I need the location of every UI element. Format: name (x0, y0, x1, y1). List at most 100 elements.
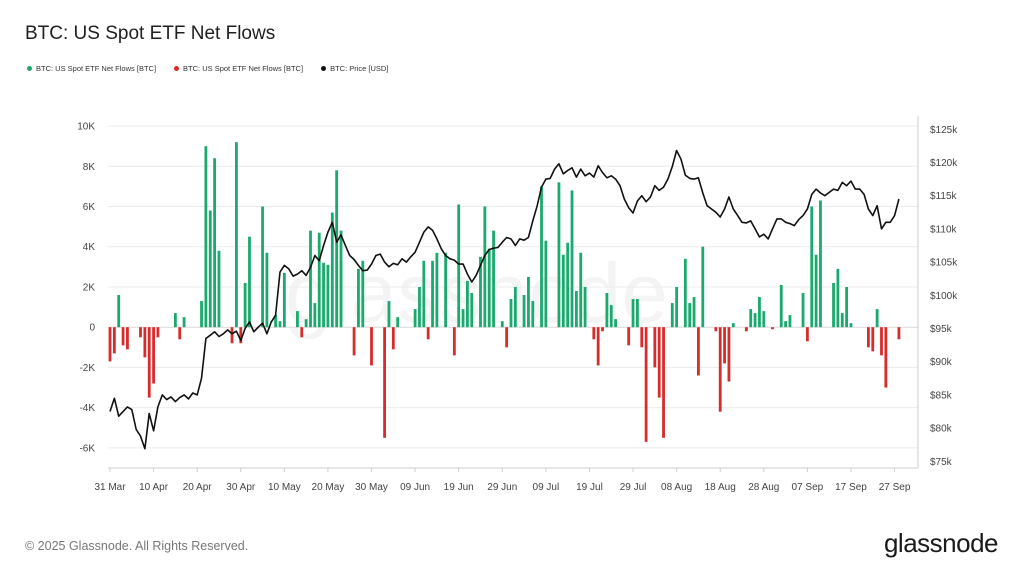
legend-swatch-outflow (174, 66, 180, 71)
x-tick-label: 18 Aug (705, 482, 736, 493)
outflow-bar (139, 327, 142, 338)
inflow-bar (832, 282, 835, 328)
inflow-bar (814, 254, 818, 328)
flow-bars (108, 142, 901, 442)
inflow-bar (731, 323, 735, 328)
x-tick-label: 29 Jun (487, 482, 517, 493)
x-tick-label: 10 Apr (139, 482, 169, 493)
y-right-tick-label: $105k (930, 258, 958, 269)
outflow-bar (697, 327, 700, 376)
inflow-bar (422, 260, 426, 328)
y-left-tick-label: -4K (79, 403, 95, 414)
inflow-bar (304, 319, 308, 328)
outflow-bar (383, 327, 386, 438)
inflow-bar (483, 206, 487, 328)
inflow-bar (570, 190, 574, 328)
legend-label-price: BTC: Price [USD] (330, 64, 389, 73)
x-tick-label: 09 Jun (400, 482, 430, 493)
y-left-tick-label: -6K (79, 443, 95, 454)
legend-swatch-price (321, 66, 327, 71)
inflow-bar (361, 260, 365, 328)
outflow-bar (156, 327, 160, 338)
outflow-bar (805, 327, 809, 342)
y-right-tick-label: $125k (930, 125, 958, 136)
legend-item-inflow[interactable]: BTC: US Spot ETF Net Flows [BTC] (27, 64, 156, 73)
outflow-bar (147, 327, 151, 398)
outflow-bar (657, 327, 661, 398)
x-tick-label: 28 Aug (748, 482, 779, 493)
inflow-bar (758, 297, 761, 328)
inflow-bar (387, 301, 391, 328)
inflow-bar (701, 246, 705, 328)
price-line-group (109, 149, 900, 450)
inflow-bar (470, 293, 474, 328)
inflow-bar (579, 252, 583, 328)
outflow-bar (178, 327, 182, 340)
inflow-bar (849, 323, 853, 328)
legend-label-inflow: BTC: US Spot ETF Net Flows [BTC] (36, 64, 157, 73)
legend-item-price[interactable]: BTC: Price [USD] (321, 64, 388, 73)
x-tick-label: 29 Jul (620, 482, 647, 493)
x-tick-label: 19 Jun (444, 482, 474, 493)
inflow-bar (631, 299, 635, 328)
x-tick-label: 20 Apr (183, 482, 213, 493)
y-left-tick-label: 2K (83, 282, 96, 293)
inflow-bar (339, 230, 343, 328)
inflow-bar (326, 264, 330, 328)
inflow-bar (313, 303, 317, 328)
inflow-bar (182, 317, 186, 328)
inflow-bar (492, 230, 495, 328)
inflow-bar (248, 236, 251, 328)
inflow-bar (509, 299, 513, 328)
outflow-bar (727, 327, 731, 382)
inflow-bar (683, 258, 687, 328)
inflow-bar (636, 299, 639, 328)
inflow-bar (692, 297, 696, 328)
inflow-bar (357, 268, 360, 328)
inflow-bar (513, 286, 517, 328)
x-tick-label: 10 May (268, 482, 301, 493)
outflow-bar (640, 327, 644, 348)
legend-item-outflow[interactable]: BTC: US Spot ETF Net Flows [BTC] (174, 64, 303, 73)
inflow-bar (819, 200, 822, 328)
outflow-bar (300, 327, 304, 338)
x-tick-label: 30 May (355, 482, 388, 493)
inflow-bar (200, 301, 203, 328)
inflow-bar (566, 242, 570, 328)
outflow-bar (880, 327, 883, 356)
outflow-bar (239, 327, 243, 344)
outflow-bar (723, 327, 726, 364)
inflow-bar (282, 272, 286, 328)
axes (108, 116, 919, 472)
outflow-bar (596, 327, 600, 366)
inflow-bar (614, 319, 618, 328)
inflow-bar (561, 254, 565, 328)
y-right-tick-label: $100k (930, 291, 958, 302)
inflow-bar (544, 240, 548, 328)
outflow-bar (370, 327, 373, 366)
x-tick-label: 09 Jul (533, 482, 560, 493)
brand-logo-text: glassnode (883, 528, 999, 558)
outflow-bar (505, 327, 509, 348)
outflow-bar (426, 327, 430, 340)
x-tick-label: 31 Mar (94, 482, 126, 493)
y-right-tick-label: $110k (930, 224, 958, 235)
inflow-bar (801, 293, 805, 328)
inflow-bar (435, 252, 439, 328)
outflow-bar (108, 327, 112, 362)
y-right-tick-label: $85k (930, 390, 953, 401)
inflow-bar (309, 230, 312, 328)
inflow-bar (274, 315, 278, 328)
price-line (109, 149, 900, 450)
inflow-bar (317, 232, 321, 328)
inflow-bar (204, 146, 208, 328)
outflow-bar (391, 327, 395, 350)
y-right-tick-label: $80k (930, 424, 953, 435)
outflow-bar (871, 327, 875, 352)
x-tick-label: 20 May (312, 482, 345, 493)
inflow-bar (261, 206, 264, 328)
outflow-bar (867, 327, 870, 348)
chart-title: BTC: US Spot ETF Net Flows (25, 23, 276, 44)
inflow-bar (479, 256, 482, 328)
